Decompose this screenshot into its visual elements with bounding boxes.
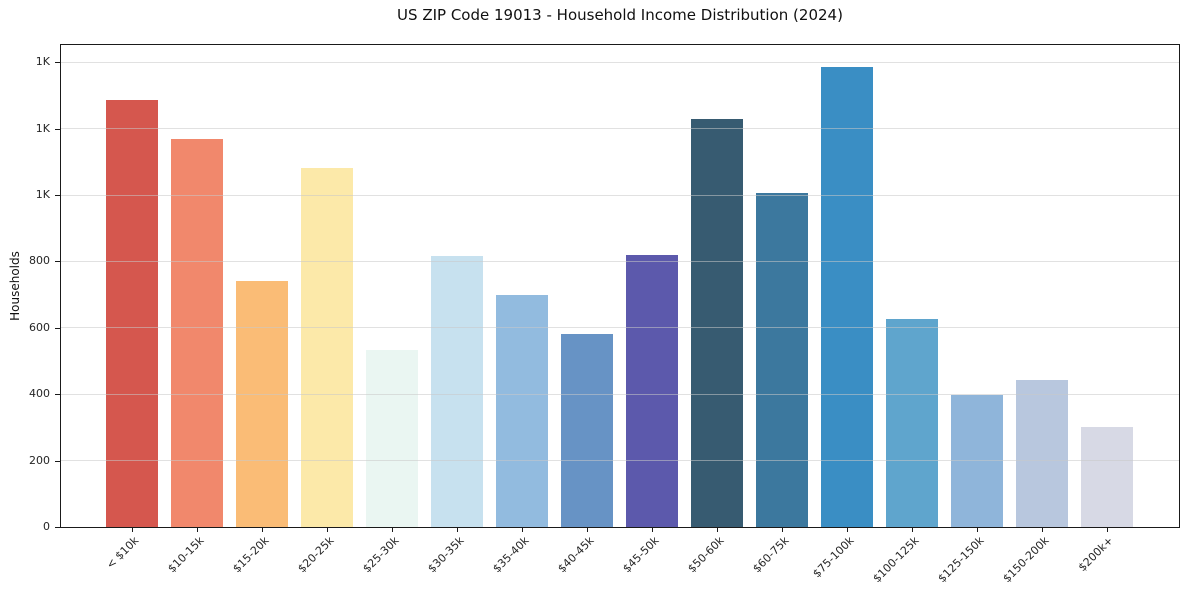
x-tick-label: $50-60k [684, 534, 727, 576]
bar-30-35k [431, 256, 483, 527]
bar-35-40k [496, 295, 548, 527]
bar-10k [106, 100, 158, 527]
bar-100-125k [886, 318, 938, 527]
y-tick-mark [55, 460, 60, 462]
x-tick-label: $200k+ [1076, 534, 1117, 575]
bar-75-100k [821, 67, 873, 527]
gridline [61, 459, 1179, 461]
x-tick-label: $100-125k [870, 534, 922, 586]
x-tick-mark [197, 528, 198, 532]
x-tick-mark [262, 528, 263, 532]
bar-150-200k [1016, 379, 1068, 527]
x-tick-label: $75-100k [809, 534, 857, 581]
y-tick-label: 1K [35, 121, 50, 135]
bar-45-50k [626, 255, 678, 527]
y-tick-label: 800 [29, 254, 50, 268]
y-tick-mark [55, 327, 60, 329]
bar-10-15k [171, 139, 223, 527]
chart-title: US ZIP Code 19013 - Household Income Dis… [397, 6, 843, 24]
x-tick-label: < $10k [103, 534, 142, 572]
y-tick-mark [55, 527, 60, 528]
x-tick-mark [782, 528, 783, 532]
y-tick-mark [55, 394, 60, 396]
bar-25-30k [366, 350, 418, 527]
x-tick-label: $125-150k [935, 534, 987, 586]
x-tick-mark [457, 528, 458, 532]
gridline [61, 327, 1179, 329]
x-tick-label: $40-45k [554, 534, 597, 576]
plot-area [60, 44, 1180, 528]
x-tick-mark [652, 528, 653, 532]
x-tick-mark [587, 528, 588, 532]
bar-50-60k [691, 118, 743, 527]
y-tick-mark [55, 128, 60, 130]
bar-60-75k [756, 193, 808, 527]
x-tick-mark [132, 528, 133, 532]
y-tick-label: 200 [29, 453, 50, 467]
y-tick-label: 0 [43, 520, 50, 533]
x-tick-mark [522, 528, 523, 532]
gridline [61, 128, 1179, 130]
y-tick-label: 1K [35, 55, 50, 69]
x-tick-label: $10-15k [164, 534, 207, 576]
x-tick-label: $20-25k [294, 534, 337, 576]
x-tick-label: $150-200k [1000, 534, 1052, 586]
x-tick-label: $45-50k [619, 534, 662, 576]
bar-20-25k [301, 167, 353, 527]
gridline [61, 260, 1179, 262]
bar-200k [1081, 426, 1133, 527]
y-tick-mark [55, 195, 60, 197]
x-tick-label: $35-40k [489, 534, 532, 576]
bar-125-150k [951, 395, 1003, 527]
y-tick-mark [55, 62, 60, 64]
gridline [61, 194, 1179, 196]
bar-15-20k [236, 280, 288, 527]
y-tick-mark [55, 261, 60, 263]
x-tick-mark [327, 528, 328, 532]
x-tick-mark [912, 528, 913, 532]
bar-40-45k [561, 333, 613, 527]
x-tick-label: $25-30k [359, 534, 402, 576]
y-tick-label: 600 [29, 320, 50, 334]
y-tick-label: 400 [29, 387, 50, 401]
x-tick-mark [392, 528, 393, 532]
x-tick-label: $60-75k [749, 534, 792, 576]
gridline [61, 393, 1179, 395]
x-tick-mark [717, 528, 718, 532]
x-tick-mark [847, 528, 848, 532]
x-tick-mark [977, 528, 978, 532]
x-tick-mark [1042, 528, 1043, 532]
y-tick-label: 1K [35, 188, 50, 202]
x-tick-mark [1107, 528, 1108, 532]
x-tick-label: $15-20k [229, 534, 272, 576]
x-tick-label: $30-35k [424, 534, 467, 576]
gridline [61, 62, 1179, 64]
